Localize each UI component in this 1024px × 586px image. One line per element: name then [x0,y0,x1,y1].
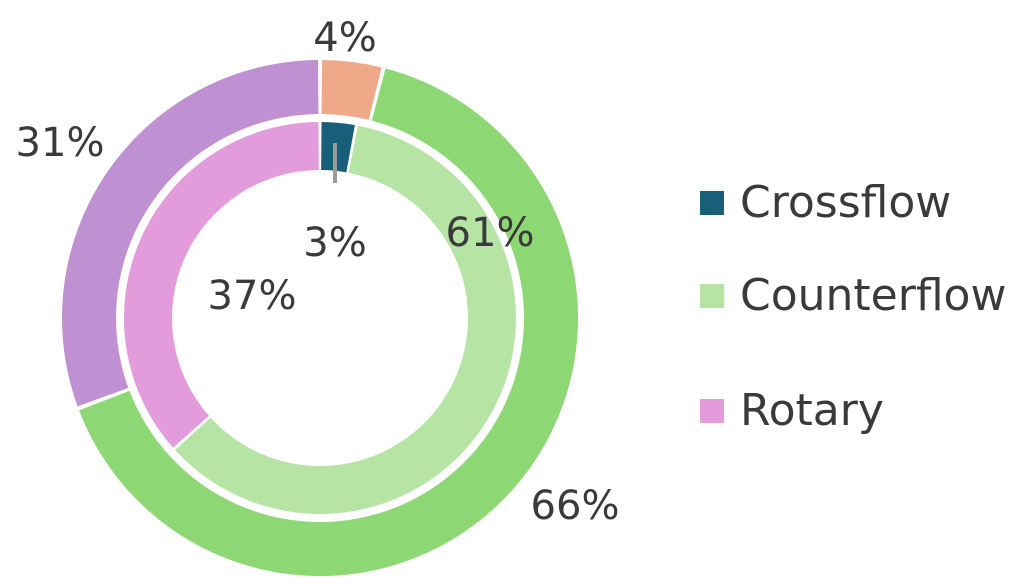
donut-chart: 4% 66% 31% 3% 61% 37% [16,15,620,577]
outer-label-rotary: 31% [16,120,105,166]
outer-slice-crossflow [321,60,382,120]
data-label-group: 4% 66% 31% 3% 61% 37% [16,15,620,529]
legend-label-counterflow: Counterflow [740,269,1007,321]
legend-item-crossflow: Crossflow [700,168,1006,238]
inner-label-crossflow: 3% [303,220,366,266]
legend-swatch-counterflow [700,283,724,308]
legend-swatch-rotary [700,398,724,423]
inner-slice-crossflow [321,122,355,173]
slice-group [61,60,579,577]
inner-slice-rotary [124,122,319,448]
inner-label-counterflow: 61% [446,210,535,256]
legend-label-rotary: Rotary [740,384,884,436]
outer-slice-rotary [61,60,319,407]
outer-label-crossflow: 4% [313,15,376,61]
outer-label-counterflow: 66% [531,483,620,529]
legend: Crossflow Counterflow Rotary [700,168,1006,468]
inner-slice-counterflow [175,125,516,515]
legend-swatch-crossflow [700,191,724,215]
inner-label-rotary: 37% [208,273,297,319]
legend-item-rotary: Rotary [700,353,1006,468]
legend-item-counterflow: Counterflow [700,238,1006,353]
legend-label-crossflow: Crossflow [740,177,952,228]
